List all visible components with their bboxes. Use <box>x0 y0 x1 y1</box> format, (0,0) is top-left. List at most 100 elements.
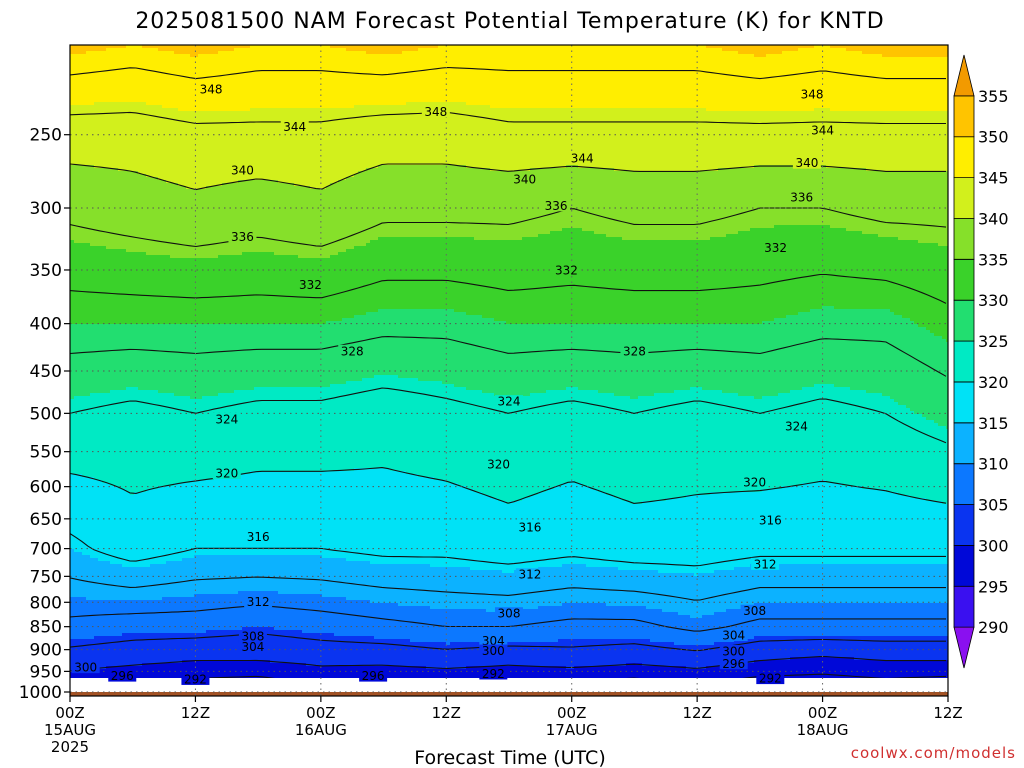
heatmap-cell <box>758 45 763 58</box>
heatmap-cell <box>178 111 183 187</box>
heatmap-cell <box>406 606 411 640</box>
heatmap-cell <box>122 390 127 490</box>
heatmap-cell <box>490 498 495 571</box>
heatmap-cell <box>794 636 799 658</box>
heatmap-cell <box>230 255 235 325</box>
heatmap-cell <box>78 552 83 598</box>
heatmap-cell <box>666 642 671 667</box>
contour-label-text: 292 <box>759 672 782 686</box>
heatmap-cell <box>474 45 479 106</box>
heatmap-cell <box>222 630 227 661</box>
heatmap-cell <box>614 171 619 238</box>
heatmap-cell <box>334 183 339 256</box>
heatmap-cell <box>718 666 723 678</box>
contour-label-bg <box>787 191 816 204</box>
heatmap-cell <box>370 312 375 379</box>
heatmap-cell <box>782 564 787 604</box>
heatmap-cell <box>766 660 771 678</box>
heatmap-cell <box>878 603 883 637</box>
contour-label-bg <box>751 557 780 570</box>
heatmap-cell <box>698 45 703 109</box>
heatmap-cell <box>774 660 779 678</box>
heatmap-cell <box>302 663 307 678</box>
heatmap-cell <box>878 660 883 678</box>
heatmap-cell <box>250 252 255 325</box>
heatmap-cell <box>434 669 439 678</box>
heatmap-cell <box>126 387 131 493</box>
heatmap-cell <box>586 567 591 604</box>
heatmap-cell <box>914 603 919 637</box>
heatmap-cell <box>902 57 907 112</box>
heatmap-cell <box>830 564 835 604</box>
credit-text[interactable]: coolwx.com/models <box>851 744 1016 762</box>
heatmap-cell <box>122 600 127 634</box>
heatmap-cell <box>158 180 163 256</box>
heatmap-cell <box>834 48 839 112</box>
heatmap-cell <box>682 498 687 574</box>
heatmap-cell <box>318 633 323 667</box>
heatmap-cell <box>362 171 367 247</box>
heatmap-cell <box>326 558 331 598</box>
heatmap-cell <box>350 561 355 601</box>
heatmap-cell <box>558 486 563 568</box>
heatmap-cell <box>574 165 579 229</box>
heatmap-cell <box>482 495 487 571</box>
heatmap-cell <box>238 180 243 256</box>
heatmap-cell <box>422 48 427 103</box>
heatmap-cell <box>394 603 399 640</box>
heatmap-cell <box>370 378 375 469</box>
heatmap-cell <box>522 237 527 325</box>
heatmap-cell <box>918 636 923 661</box>
heatmap-cell <box>322 108 327 190</box>
heatmap-cell <box>354 636 359 667</box>
heatmap-cell <box>778 165 783 226</box>
colorbar-tick-label: 295 <box>978 577 1009 596</box>
heatmap-cell <box>174 561 179 598</box>
heatmap-cell <box>926 330 931 421</box>
heatmap-cell <box>906 111 911 172</box>
heatmap-cell <box>338 45 343 49</box>
heatmap-cell <box>434 309 439 382</box>
heatmap-cell <box>786 564 791 604</box>
x-tick-label: 12Z <box>682 704 711 722</box>
heatmap-cell <box>850 486 855 565</box>
heatmap-cell <box>514 570 519 610</box>
heatmap-cell <box>350 45 355 52</box>
heatmap-cell <box>758 165 763 229</box>
heatmap-cell <box>750 663 755 678</box>
heatmap-cell <box>686 171 691 241</box>
heatmap-cell <box>286 594 291 631</box>
heatmap-cell <box>450 45 455 103</box>
heatmap-cell <box>934 423 939 502</box>
heatmap-cell <box>218 660 223 678</box>
heatmap-cell <box>358 381 363 469</box>
colorbar-segment <box>953 585 975 628</box>
contour-label-292: 292 <box>756 672 785 686</box>
heatmap-cell <box>422 477 427 565</box>
heatmap-cell <box>682 666 687 678</box>
contour-label-text: 336 <box>545 199 568 213</box>
heatmap-cell <box>122 102 127 172</box>
heatmap-cell <box>614 666 619 678</box>
heatmap-cell <box>358 600 363 637</box>
heatmap-cell <box>526 45 531 109</box>
heatmap-cell <box>182 54 187 112</box>
heatmap-cell <box>946 636 948 661</box>
heatmap-cell <box>574 387 579 484</box>
heatmap-cell <box>158 663 163 678</box>
heatmap-cell <box>150 489 155 565</box>
heatmap-cell <box>406 102 411 166</box>
colorbar-segment <box>953 463 975 505</box>
heatmap-cell <box>818 636 823 658</box>
heatmap-cell <box>554 567 559 607</box>
heatmap-cell <box>474 492 479 571</box>
heatmap-cell <box>590 666 595 678</box>
heatmap-cell <box>686 108 691 172</box>
heatmap-cell <box>170 663 175 678</box>
heatmap-cell <box>902 405 907 496</box>
heatmap-cell <box>342 636 347 667</box>
heatmap-cell <box>218 594 223 631</box>
heatmap-cell <box>470 237 475 316</box>
heatmap-cell <box>546 489 551 568</box>
heatmap-cell <box>694 171 699 241</box>
